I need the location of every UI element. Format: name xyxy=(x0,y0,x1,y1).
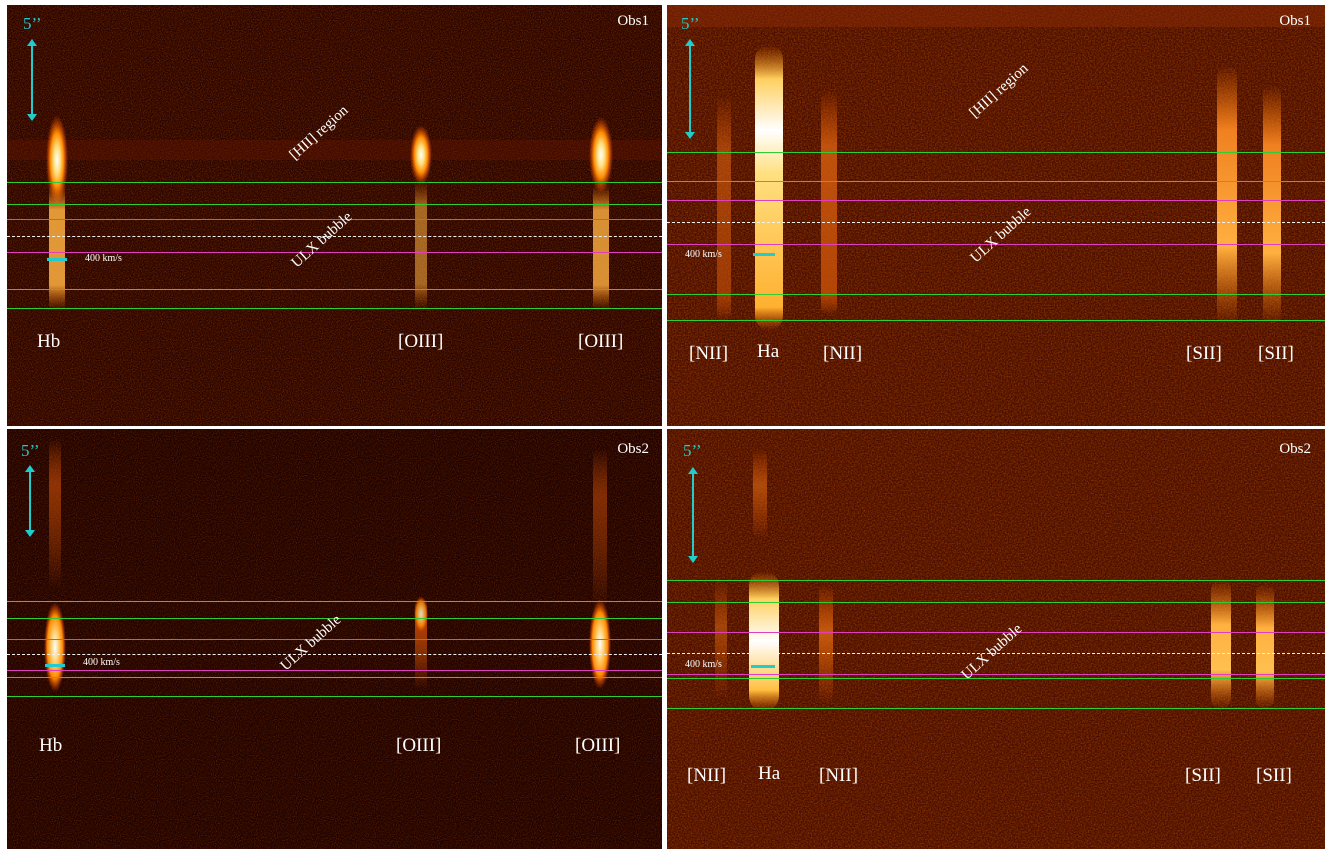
magenta-line xyxy=(7,670,662,671)
green-line xyxy=(667,294,1325,295)
green-line xyxy=(7,618,662,619)
velocity-bar xyxy=(753,253,775,256)
green-line xyxy=(7,677,662,678)
spectrum-panel-obs1-blue: 5’’ Obs1 [HII] region ULX bubble 400 km/… xyxy=(7,5,662,426)
oiii-emission-1 xyxy=(414,596,428,632)
velocity-bar xyxy=(751,665,775,668)
spectrum-panel-obs2-blue: 5’’ Obs2 ULX bubble 400 km/s Hb [OIII] [… xyxy=(7,429,662,849)
green-line xyxy=(667,602,1325,603)
velocity-label: 400 km/s xyxy=(83,657,120,668)
oiii-emission-1 xyxy=(410,125,432,185)
green-line xyxy=(7,204,662,205)
line-label-nii: [NII] xyxy=(687,765,727,786)
green-line xyxy=(7,182,662,183)
obs-label: Obs2 xyxy=(1279,441,1311,457)
scale-arrow-icon xyxy=(688,467,698,563)
oiii-emission-2 xyxy=(589,117,613,193)
magenta-line xyxy=(667,244,1325,245)
velocity-bar xyxy=(47,258,67,261)
magenta-line xyxy=(667,200,1325,201)
line-label-oiii: [OIII] xyxy=(575,735,621,756)
green-line xyxy=(667,708,1325,709)
line-label-nii: [NII] xyxy=(823,343,863,364)
line-label-oiii: [OIII] xyxy=(396,735,442,756)
spectrum-panel-obs2-red: 5’’ Obs2 ULX bubble 400 km/s [NII] Ha [N… xyxy=(667,429,1325,849)
scale-arrow-icon xyxy=(27,39,37,121)
hb-emission xyxy=(44,602,66,692)
magenta-line xyxy=(7,639,662,640)
line-label-oiii: [OIII] xyxy=(578,331,624,352)
spectrum-image xyxy=(667,5,1325,426)
line-label-nii: [NII] xyxy=(689,343,729,364)
ha-emission xyxy=(755,45,783,330)
spectrum-image xyxy=(7,5,662,426)
line-label-ha: Ha xyxy=(757,341,780,362)
scale-label: 5’’ xyxy=(21,441,40,460)
line-label-sii: [SII] xyxy=(1258,343,1294,364)
line-label-nii: [NII] xyxy=(819,765,859,786)
obs-label: Obs2 xyxy=(617,441,649,457)
scale-arrow-icon xyxy=(685,39,695,139)
scale-arrow-icon xyxy=(25,465,35,537)
green-line xyxy=(7,601,662,602)
green-line xyxy=(7,289,662,290)
magenta-line xyxy=(667,674,1325,675)
green-line xyxy=(667,320,1325,321)
nii-emission-1 xyxy=(715,579,727,699)
scale-label: 5’’ xyxy=(23,14,42,33)
line-label-sii: [SII] xyxy=(1185,765,1221,786)
obs-label: Obs1 xyxy=(1279,13,1311,29)
sii-emission-1 xyxy=(1211,579,1231,709)
green-line xyxy=(667,181,1325,182)
dashed-line xyxy=(667,653,1325,654)
velocity-bar xyxy=(45,664,65,667)
dashed-line xyxy=(7,236,662,237)
magenta-line xyxy=(7,219,662,220)
green-line xyxy=(7,696,662,697)
green-line xyxy=(667,580,1325,581)
magenta-line xyxy=(667,632,1325,633)
green-line xyxy=(667,678,1325,679)
line-label-sii: [SII] xyxy=(1186,343,1222,364)
green-line xyxy=(7,308,662,309)
green-line xyxy=(667,152,1325,153)
line-label-ha: Ha xyxy=(758,763,781,784)
line-label-sii: [SII] xyxy=(1256,765,1292,786)
nii-emission-1 xyxy=(717,95,731,320)
dashed-line xyxy=(667,222,1325,223)
dashed-line xyxy=(7,654,662,655)
ha-emission xyxy=(749,571,779,711)
obs-label: Obs1 xyxy=(617,13,649,29)
line-label-hb: Hb xyxy=(39,735,63,756)
scale-label: 5’’ xyxy=(683,441,702,460)
nii-emission-2 xyxy=(821,90,837,315)
magenta-line xyxy=(7,252,662,253)
sii-emission-1 xyxy=(1217,65,1237,325)
velocity-label: 400 km/s xyxy=(85,253,122,264)
sii-emission-2 xyxy=(1256,584,1274,709)
oiii-emission-2 xyxy=(589,599,611,689)
scale-label: 5’’ xyxy=(681,14,700,33)
sii-emission-2 xyxy=(1263,85,1281,325)
velocity-label: 400 km/s xyxy=(685,249,722,260)
spectrum-image xyxy=(667,429,1325,849)
line-label-hb: Hb xyxy=(37,331,61,352)
line-label-oiii: [OIII] xyxy=(398,331,444,352)
spectrum-panel-obs1-red: 5’’ Obs1 [HII] region ULX bubble 400 km/… xyxy=(667,5,1325,426)
velocity-label: 400 km/s xyxy=(685,659,722,670)
